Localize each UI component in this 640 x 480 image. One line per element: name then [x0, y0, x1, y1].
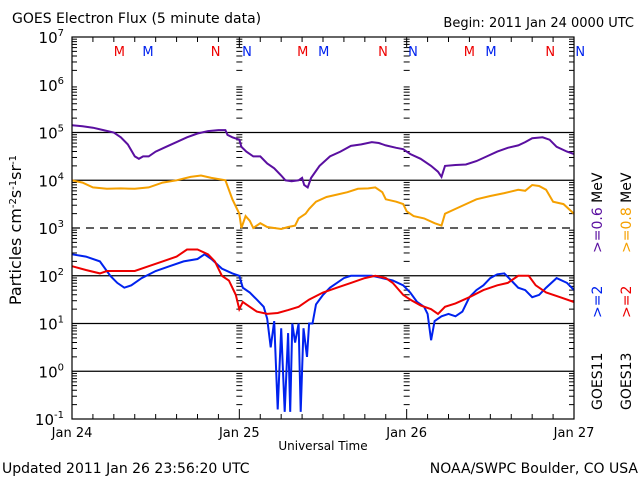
x-tick-label: Jan 25 [218, 426, 260, 441]
legend: GOES11 GOES13 >=2 >=2 >=0.6 MeV >=0.8 Me… [590, 172, 635, 410]
legend-mev-unit-2: MeV [619, 172, 635, 203]
y-tick-label-base: 10 [39, 316, 58, 334]
top-marker-N: N [575, 45, 585, 60]
y-tick-label-1e-1: 10-1 [35, 410, 64, 429]
y-tick-label-base: 10 [39, 29, 58, 47]
top-marker-N: N [378, 45, 388, 60]
y-axis-label-s: s [6, 190, 25, 198]
legend-goes11-2mev: >=2 [590, 286, 606, 318]
legend-goes13-08mev: >=0.8 MeV [619, 172, 635, 253]
legend-goes13-08mev-text: >=0.8 [619, 203, 635, 253]
data-series [71, 124, 575, 412]
y-tick-label-1e3: 103 [39, 219, 64, 238]
y-tick-label-exponent: 4 [58, 171, 64, 182]
y-tick-label-base: 10 [39, 363, 58, 381]
y-axis-label-exp2: -1 [8, 180, 19, 190]
top-marker-N: N [545, 45, 555, 60]
legend-goes13: GOES13 [619, 353, 635, 410]
y-tick-label-base: 10 [39, 220, 58, 238]
y-tick-label-exponent: -1 [54, 410, 64, 421]
x-tick-label: Jan 24 [51, 426, 93, 441]
y-axis-label: Particles cm-2s-1sr-1 [6, 155, 25, 305]
x-tick-label: Jan 26 [385, 426, 427, 441]
y-tick-label-1e1: 101 [39, 315, 64, 334]
legend-goes11-06mev: >=0.6 MeV [590, 172, 606, 253]
top-marker-M: M [485, 45, 496, 60]
begin-time: Begin: 2011 Jan 24 0000 UTC [443, 16, 634, 31]
legend-mev-unit-1: MeV [590, 172, 606, 203]
y-tick-label-exponent: 3 [58, 219, 64, 230]
top-marker-M: M [114, 45, 125, 60]
y-tick-label-exponent: 5 [58, 124, 64, 135]
credit: NOAA/SWPC Boulder, CO USA [430, 461, 639, 477]
top-marker-N: N [242, 45, 252, 60]
y-axis-label-exp1: -2 [8, 198, 19, 208]
y-tick-label-base: 10 [39, 125, 58, 143]
y-tick-label-base: 10 [35, 411, 54, 429]
y-tick-label-exponent: 0 [58, 362, 64, 373]
updated-timestamp: Updated 2011 Jan 26 23:56:20 UTC [2, 461, 250, 477]
series-goes13-2 [71, 248, 575, 316]
top-marker-N: N [211, 45, 221, 60]
y-tick-label-exponent: 2 [58, 267, 64, 278]
series-goes11-0-6-mev [71, 124, 575, 189]
top-marker-M: M [464, 45, 475, 60]
top-marker-M: M [318, 45, 329, 60]
legend-goes11-06mev-text: >=0.6 [590, 203, 606, 253]
chart-title: GOES Electron Flux (5 minute data) [12, 11, 261, 27]
x-tick-label: Jan 27 [553, 426, 595, 441]
y-tick-label-base: 10 [39, 268, 58, 286]
y-tick-label-base: 10 [39, 77, 58, 95]
y-tick-label-1e6: 106 [39, 76, 64, 95]
top-marker-N: N [408, 45, 418, 60]
y-tick-label-exponent: 6 [58, 76, 64, 87]
series-goes11-2 [71, 253, 575, 412]
y-tick-label-exponent: 1 [58, 315, 64, 326]
grid-lines [72, 131, 574, 372]
x-axis-label: Universal Time [278, 439, 367, 453]
y-tick-label-1e2: 102 [39, 267, 64, 286]
series-goes13-0-8-mev [71, 174, 575, 231]
y-tick-label-exponent: 7 [58, 28, 64, 39]
y-tick-label-1e0: 100 [39, 362, 64, 381]
top-marker-M: M [142, 45, 153, 60]
y-axis-label-sr: sr [6, 165, 25, 180]
legend-goes13-2mev: >=2 [619, 286, 635, 318]
y-tick-label-base: 10 [39, 172, 58, 190]
legend-goes11: GOES11 [590, 353, 606, 410]
y-tick-label-1e7: 107 [39, 28, 64, 47]
y-tick-label-1e4: 104 [39, 171, 64, 190]
y-axis-label-main: Particles cm [6, 208, 25, 305]
y-axis-label-exp3: -1 [8, 155, 19, 165]
top-marker-M: M [297, 45, 308, 60]
x-tick-labels: Jan 24 Jan 25 Jan 26 Jan 27 [51, 426, 595, 441]
y-tick-label-1e5: 105 [39, 124, 64, 143]
plot-frame [71, 36, 575, 420]
